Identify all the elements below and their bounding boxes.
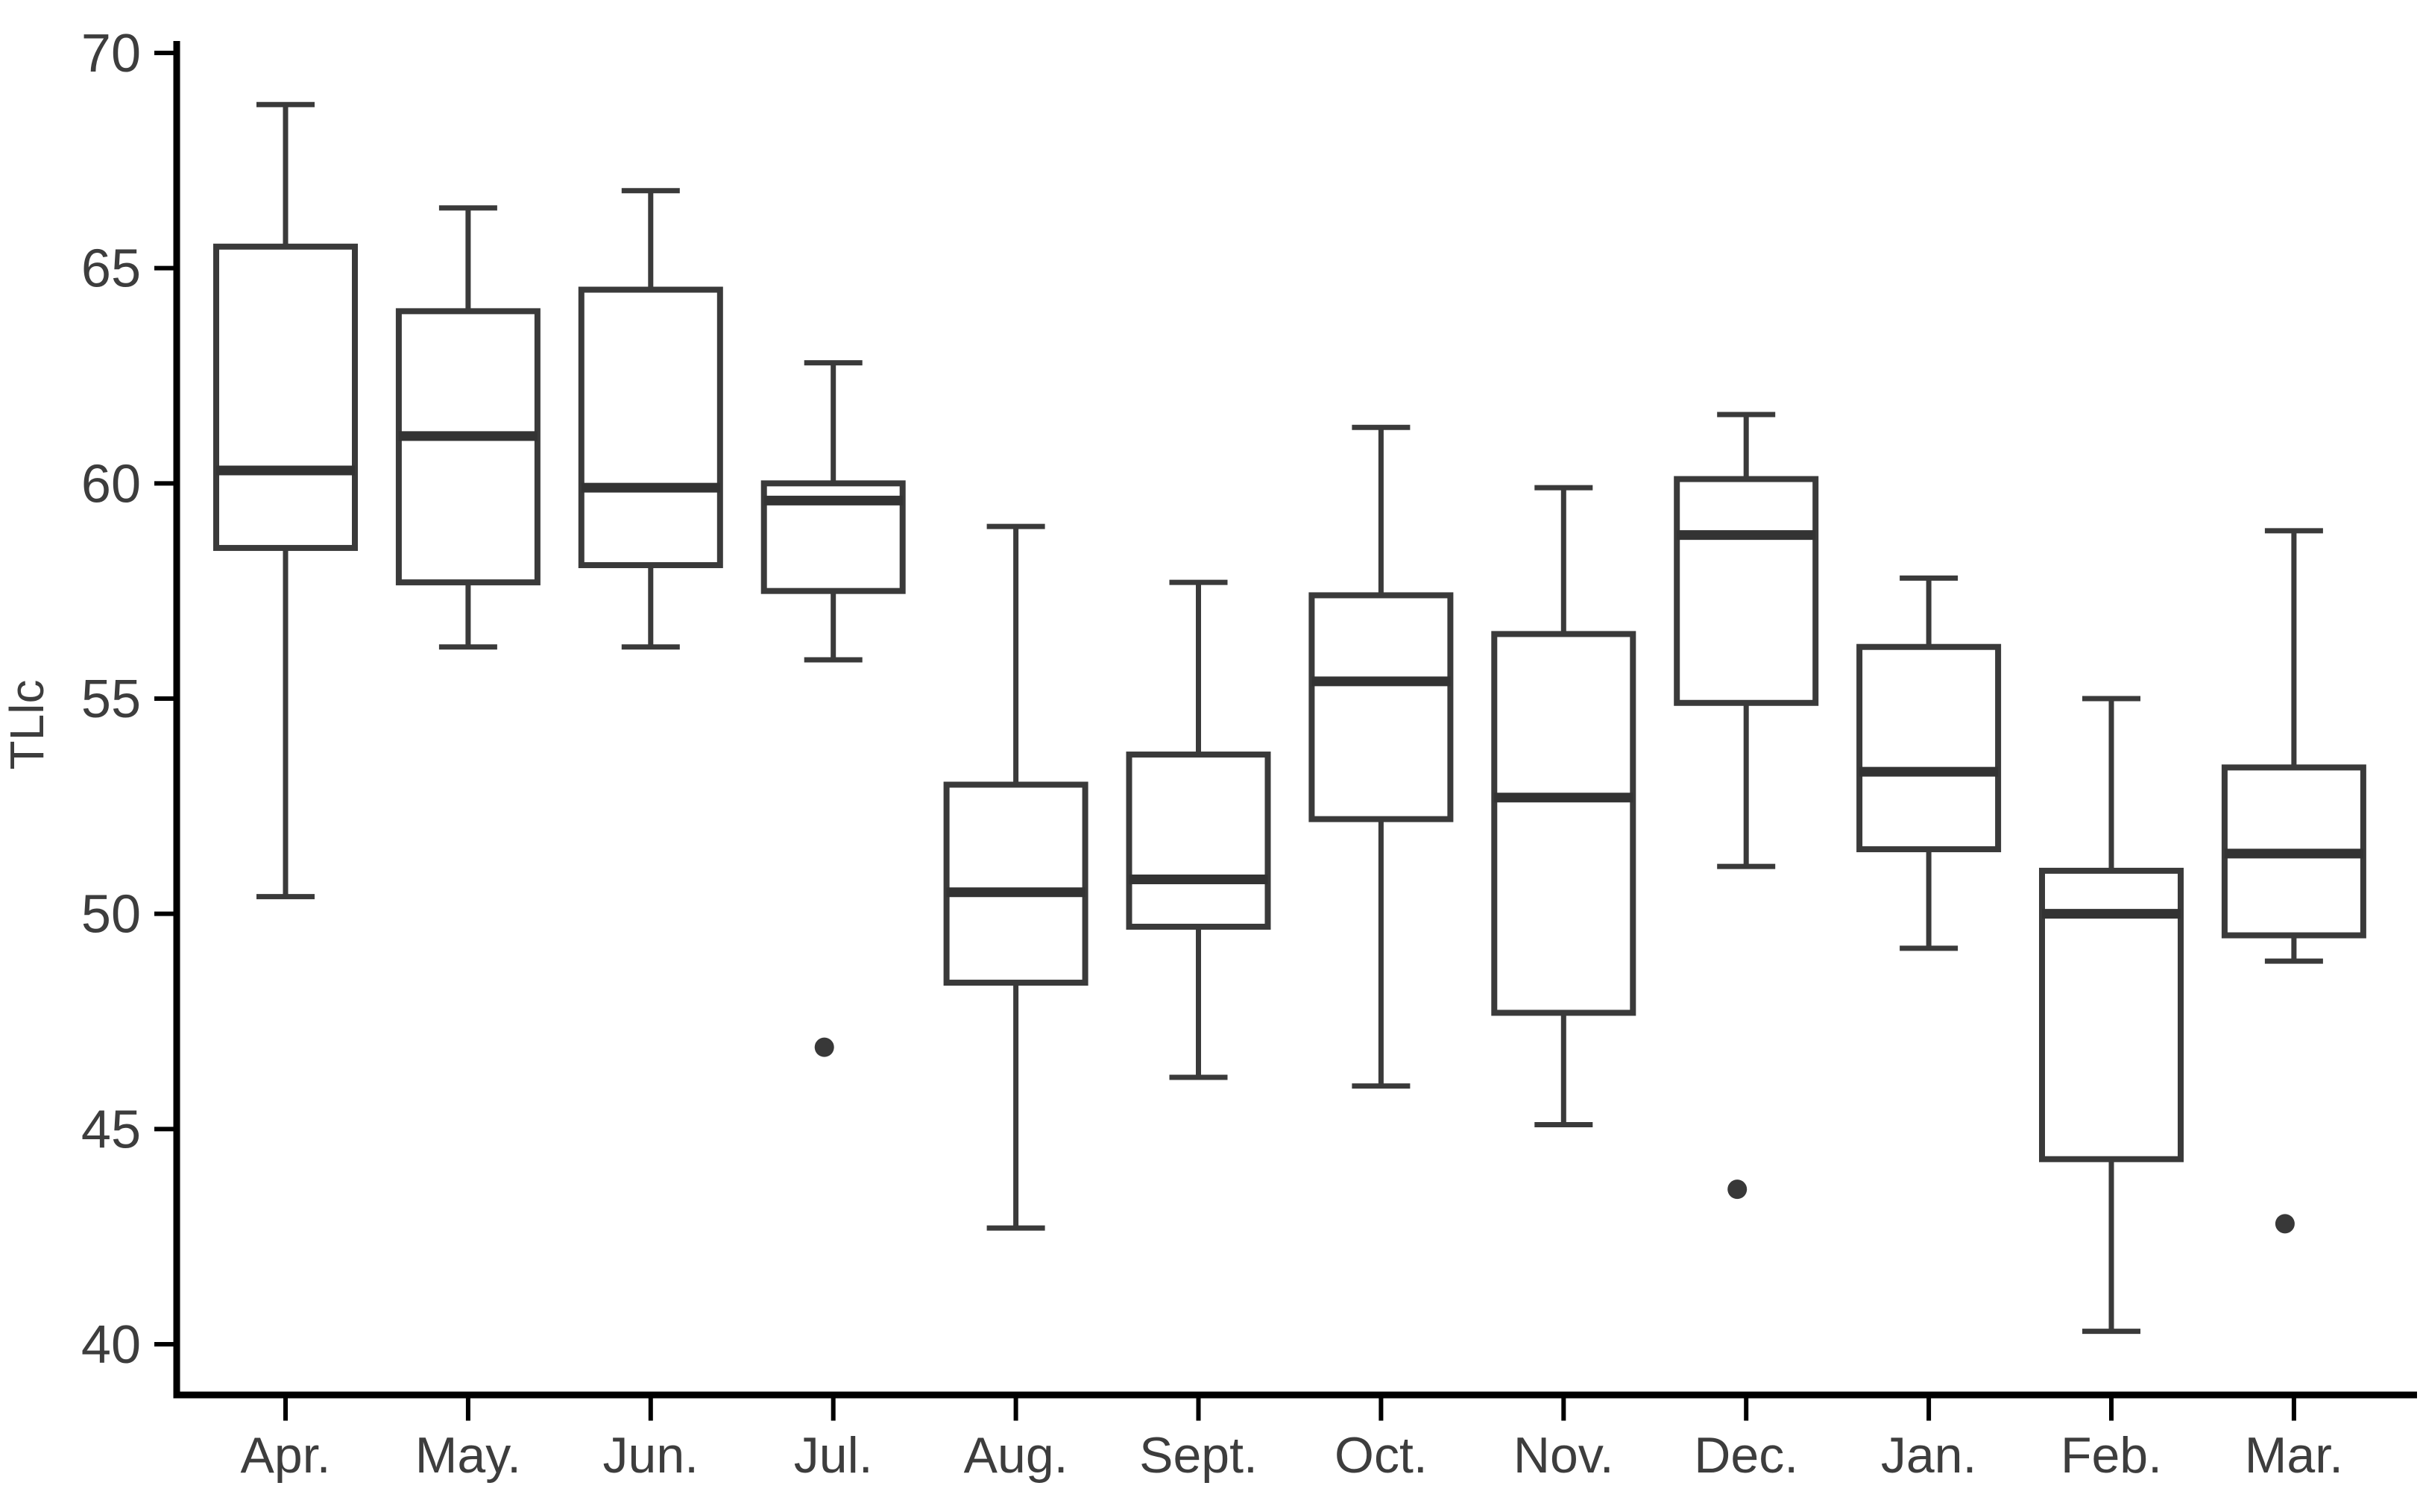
x-tick-label-oct: Oct. — [1335, 1427, 1428, 1484]
x-tick-label-aug: Aug. — [964, 1427, 1068, 1484]
iqr-box-aug — [943, 781, 1088, 986]
x-tick-label-jun: Jun. — [603, 1427, 699, 1484]
y-tick-label-70: 70 — [81, 24, 141, 84]
x-tick-label-apr: Apr. — [241, 1427, 331, 1484]
iqr-box-apr — [213, 243, 358, 551]
y-tick-label-50: 50 — [81, 885, 141, 945]
iqr-box-feb — [2039, 867, 2184, 1162]
y-axis-title: TLlc — [0, 680, 54, 770]
iqr-box-sept — [1126, 752, 1271, 930]
x-tick-label-dec: Dec. — [1694, 1427, 1798, 1484]
x-tick-label-may: May. — [415, 1427, 521, 1484]
iqr-box-nov — [1491, 631, 1636, 1016]
y-tick-label-45: 45 — [81, 1100, 141, 1159]
x-tick-label-mar: Mar. — [2245, 1427, 2343, 1484]
outlier-jul-0 — [814, 1037, 834, 1057]
outlier-dec-0 — [1727, 1179, 1748, 1200]
iqr-box-dec — [1674, 476, 1819, 706]
iqr-box-may — [395, 308, 541, 586]
x-tick-label-feb: Feb. — [2061, 1427, 2162, 1484]
x-tick-label-jan: Jan. — [1881, 1427, 1977, 1484]
x-tick-label-nov: Nov. — [1513, 1427, 1614, 1484]
iqr-box-oct — [1308, 592, 1454, 822]
y-tick-label-65: 65 — [81, 239, 141, 299]
y-tick-label-60: 60 — [81, 454, 141, 514]
y-tick-label-55: 55 — [81, 670, 141, 729]
iqr-box-jun — [578, 286, 723, 569]
x-tick-label-jul: Jul. — [794, 1427, 873, 1484]
y-tick-label-40: 40 — [81, 1315, 141, 1375]
iqr-box-jan — [1856, 643, 2002, 853]
outlier-mar-0 — [2275, 1214, 2295, 1234]
x-tick-label-sept: Sept. — [1139, 1427, 1258, 1484]
